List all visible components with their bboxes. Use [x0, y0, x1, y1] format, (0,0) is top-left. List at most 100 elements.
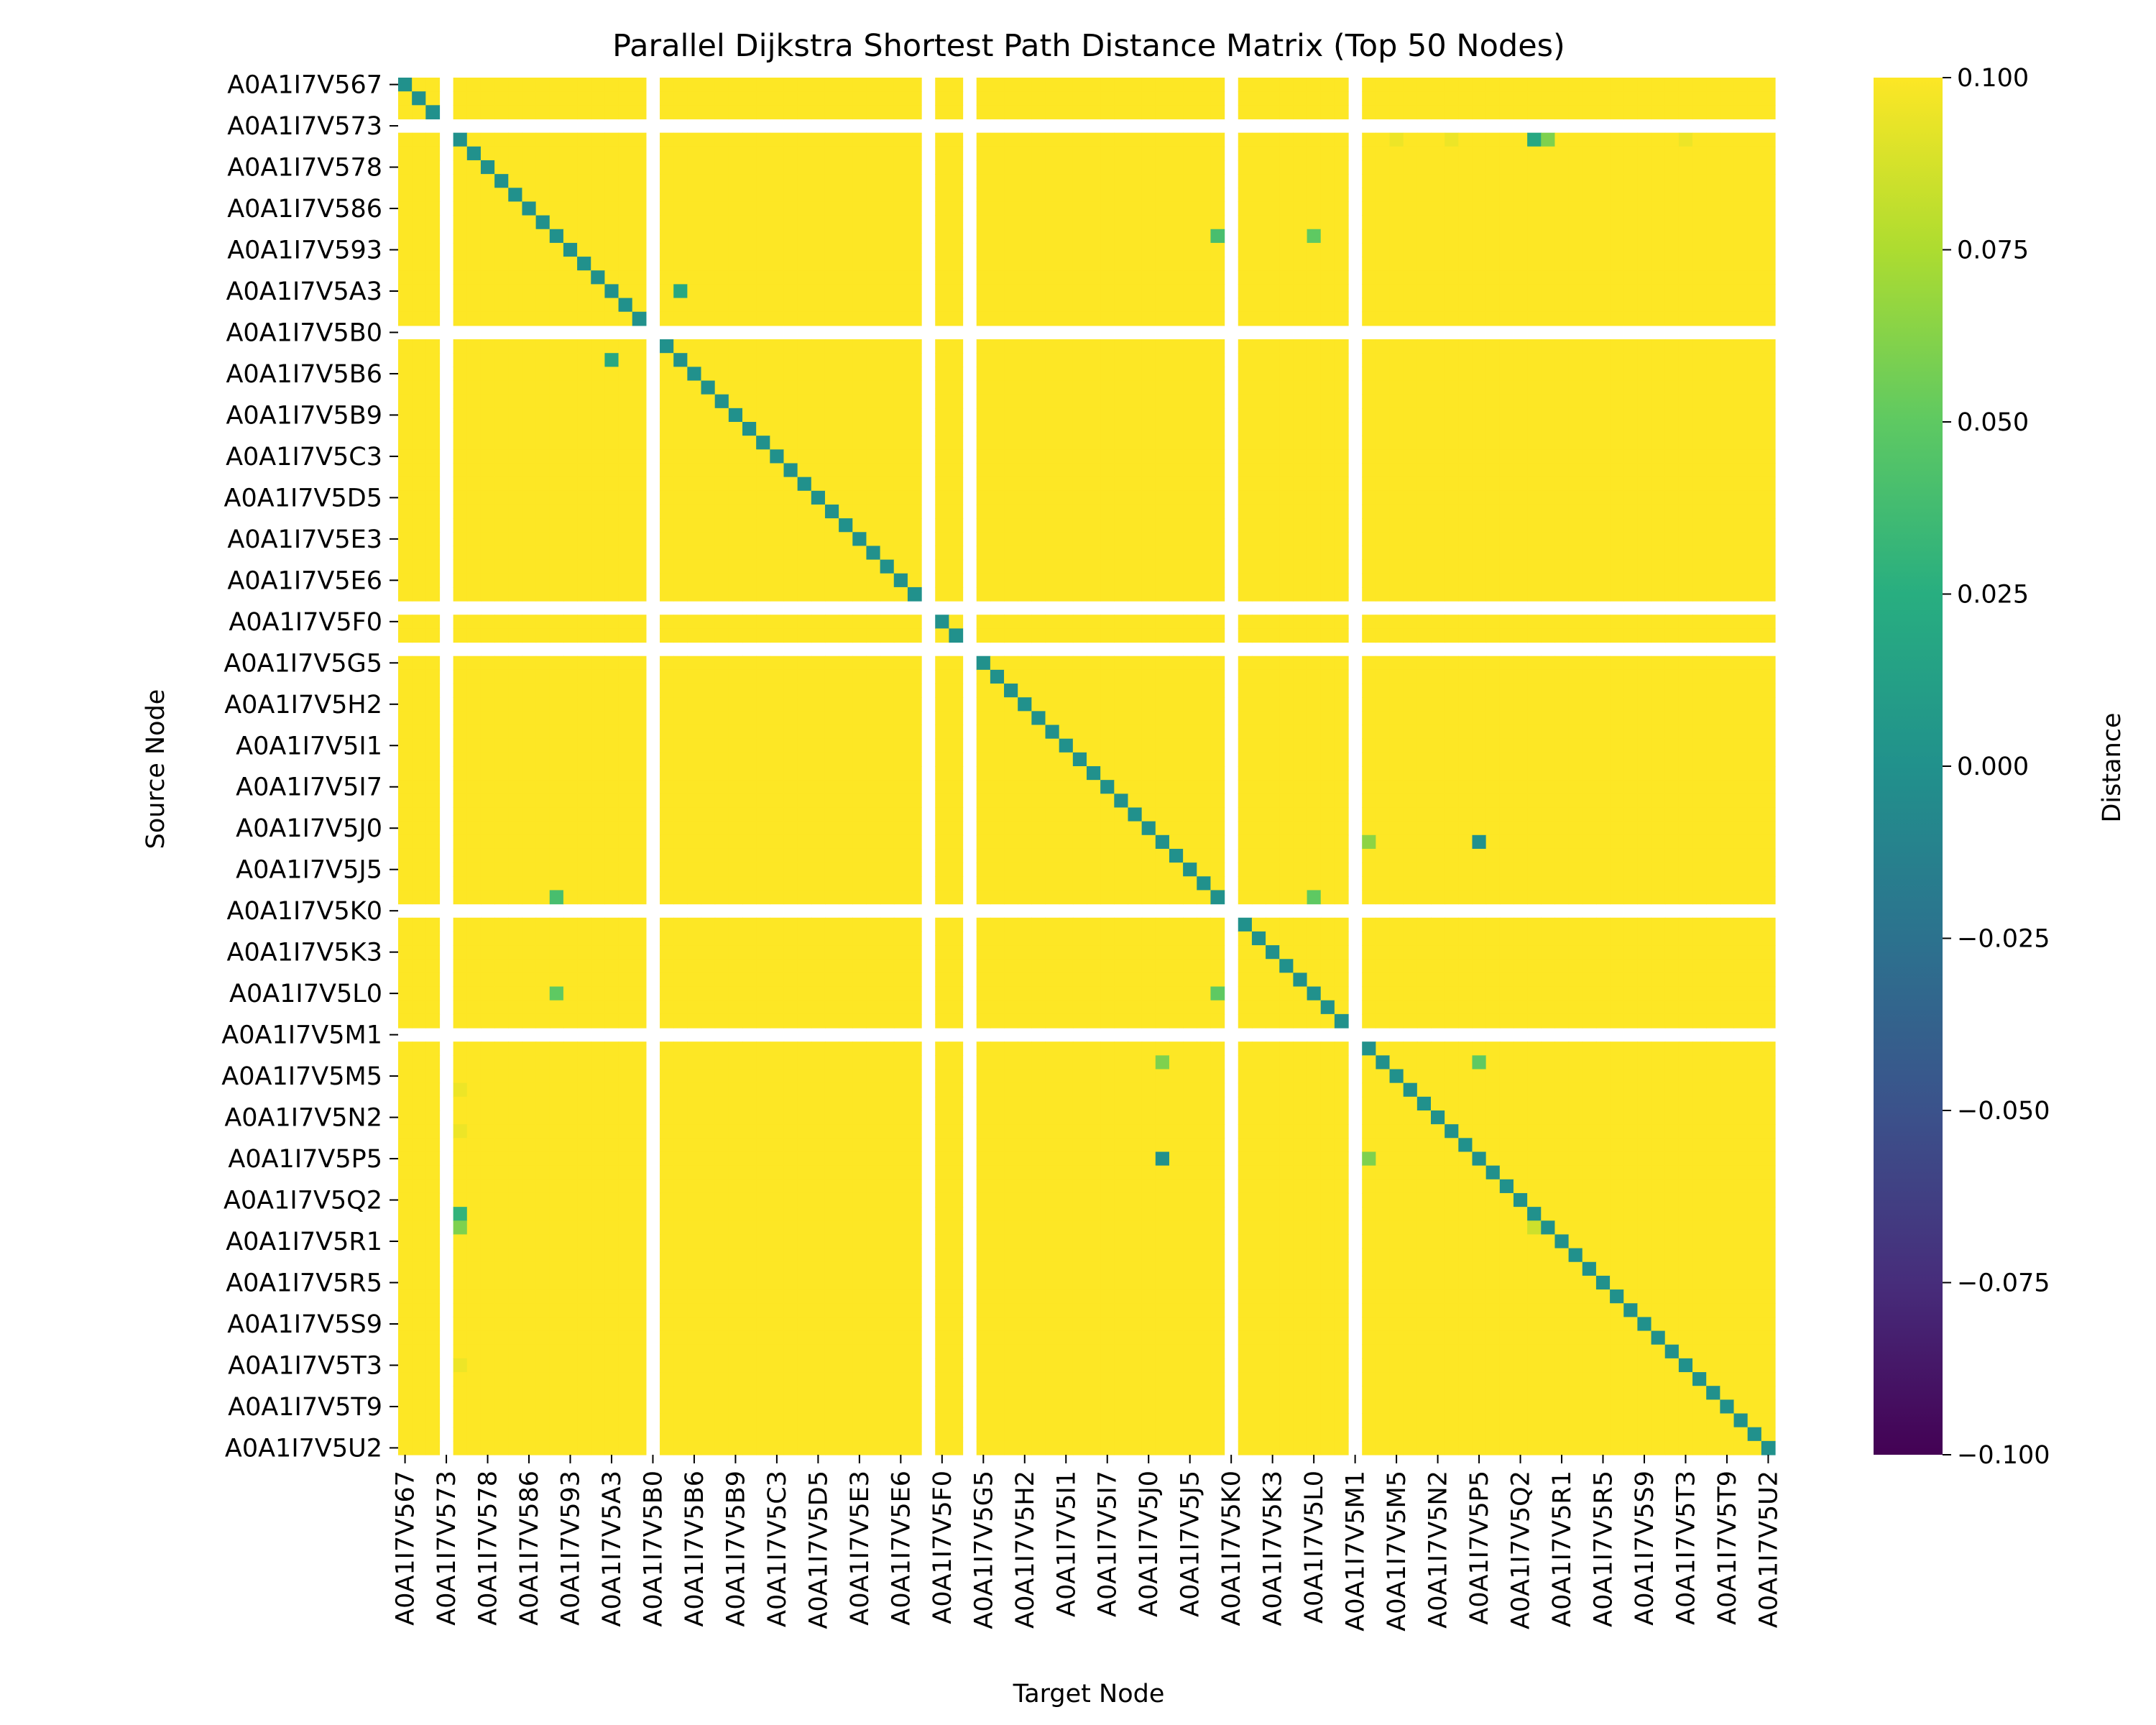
heatmap-cell: [1678, 242, 1693, 257]
heatmap-cell: [1114, 105, 1129, 120]
heatmap-cell: [1114, 628, 1129, 643]
heatmap-cell: [522, 862, 537, 877]
heatmap-cell: [1678, 201, 1693, 216]
heatmap-cell: [687, 353, 702, 367]
heatmap-cell: [618, 559, 633, 574]
heatmap-cell: [824, 573, 839, 588]
heatmap-cell: [1031, 270, 1046, 285]
heatmap-cell: [1678, 821, 1693, 836]
heatmap-cell: [839, 174, 853, 188]
heatmap-cell: [1664, 669, 1680, 684]
heatmap-cell: [976, 353, 991, 367]
heatmap-cell: [949, 380, 964, 395]
heatmap-cell: [1307, 504, 1322, 519]
heatmap-cell: [549, 518, 564, 533]
heatmap-cell: [1472, 490, 1487, 505]
heatmap-cell: [1761, 394, 1776, 409]
heatmap-cell: [660, 752, 674, 767]
heatmap-cell: [1747, 284, 1762, 299]
heatmap-cell: [618, 504, 633, 519]
heatmap-cell: [1279, 463, 1294, 478]
heatmap-cell: [1307, 270, 1322, 285]
heatmap-cell: [687, 615, 702, 629]
heatmap-cell: [728, 573, 743, 588]
heatmap-cell: [480, 353, 495, 367]
heatmap-cell: [1485, 477, 1501, 492]
heatmap-cell: [1279, 766, 1294, 781]
heatmap-cell: [535, 573, 550, 588]
heatmap-cell: [1720, 160, 1735, 175]
heatmap-cell: [660, 573, 674, 588]
heatmap-cell: [1183, 546, 1197, 561]
heatmap-cell: [1155, 380, 1170, 395]
heatmap-cell: [1733, 339, 1749, 354]
heatmap-cell: [880, 339, 895, 354]
heatmap-cell: [701, 573, 716, 588]
heatmap-cell: [549, 807, 564, 822]
heatmap-cell: [907, 766, 922, 781]
heatmap-cell: [893, 394, 908, 409]
heatmap-cell: [398, 477, 413, 492]
heatmap-cell: [591, 270, 605, 285]
heatmap-cell: [797, 201, 812, 216]
heatmap-cell: [453, 559, 468, 574]
heatmap-cell: [1651, 821, 1666, 836]
heatmap-cell: [1513, 201, 1528, 216]
heatmap-cell: [1141, 380, 1156, 395]
heatmap-cell: [1403, 436, 1418, 450]
heatmap-cell: [1072, 284, 1087, 299]
heatmap-cell: [742, 380, 757, 395]
heatmap-cell: [466, 339, 482, 354]
heatmap-cell: [466, 353, 482, 367]
heatmap-cell: [728, 697, 743, 712]
heatmap-cell: [1651, 573, 1666, 588]
heatmap-cell: [839, 752, 853, 767]
heatmap-cell: [1582, 738, 1597, 753]
heatmap-cell: [742, 422, 757, 436]
heatmap-cell: [839, 711, 853, 726]
heatmap-cell: [1155, 573, 1170, 588]
heatmap-cell: [1376, 174, 1391, 188]
heatmap-cell: [1389, 848, 1404, 863]
heatmap-cell: [1100, 724, 1115, 740]
heatmap-cell: [1637, 518, 1652, 533]
heatmap-cell: [1389, 353, 1404, 367]
heatmap-cell: [549, 628, 564, 643]
heatmap-cell: [1472, 78, 1487, 92]
heatmap-cell: [1692, 573, 1707, 588]
heatmap-cell: [494, 794, 509, 809]
heatmap-cell: [1554, 242, 1570, 257]
heatmap-cell: [770, 586, 785, 602]
heatmap-cell: [783, 738, 798, 753]
heatmap-cell: [783, 436, 798, 450]
heatmap-cell: [880, 504, 895, 519]
heatmap-cell: [1416, 367, 1432, 382]
heatmap-cell: [604, 546, 619, 561]
heatmap-cell: [783, 242, 798, 257]
heatmap-cell: [1251, 311, 1266, 326]
heatmap-cell: [1595, 807, 1611, 822]
heatmap-cell: [756, 284, 770, 299]
heatmap-cell: [756, 546, 770, 561]
heatmap-cell: [1114, 463, 1129, 478]
heatmap-cell: [1692, 780, 1707, 794]
heatmap-cell: [1485, 174, 1501, 188]
heatmap-cell: [591, 532, 605, 547]
heatmap-cell: [660, 518, 674, 533]
heatmap-cell: [976, 490, 991, 505]
heatmap-cell: [522, 380, 537, 395]
heatmap-cell: [797, 284, 812, 299]
heatmap-cell: [591, 766, 605, 781]
heatmap-cell: [1128, 242, 1143, 257]
heatmap-cell: [1197, 766, 1212, 781]
heatmap-cell: [563, 339, 578, 354]
heatmap-cell: [508, 91, 523, 106]
heatmap-cell: [990, 91, 1005, 106]
heatmap-cell: [494, 532, 509, 547]
heatmap-cell: [1169, 586, 1184, 602]
heatmap-cell: [1251, 752, 1266, 767]
heatmap-cell: [577, 339, 591, 354]
heatmap-cell: [756, 518, 770, 533]
heatmap-cell: [1678, 766, 1693, 781]
heatmap-cell: [1307, 146, 1322, 161]
